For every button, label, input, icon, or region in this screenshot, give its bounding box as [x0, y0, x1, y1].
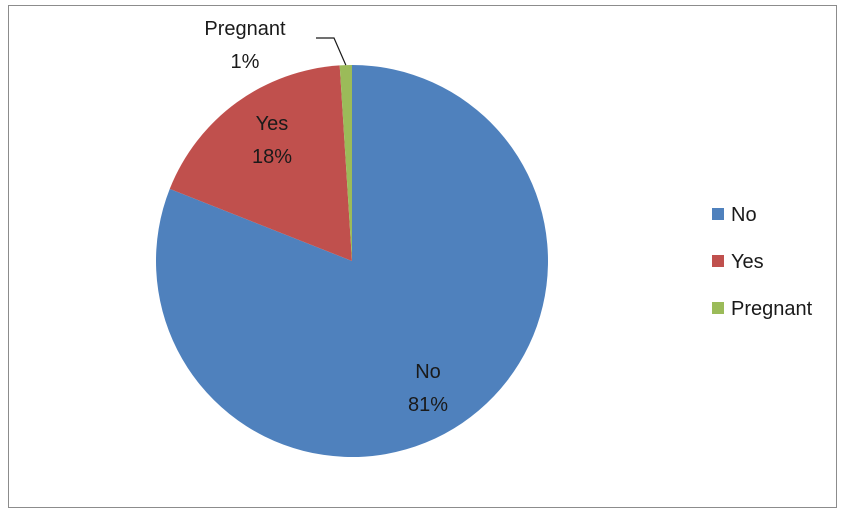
data-label-category-pregnant: Pregnant	[204, 18, 286, 40]
legend: No Yes Pregnant	[712, 204, 813, 320]
data-label-value-pregnant: 1%	[231, 51, 260, 73]
data-label-category-yes: Yes	[256, 113, 289, 135]
data-labels: No 81% Yes 18% Pregnant 1%	[204, 18, 448, 416]
data-label-value-no: 81%	[408, 394, 448, 416]
legend-label-yes: Yes	[731, 251, 764, 273]
legend-swatch-no	[712, 208, 724, 220]
legend-swatch-yes	[712, 255, 724, 267]
legend-label-no: No	[731, 204, 757, 226]
data-label-value-yes: 18%	[252, 146, 292, 168]
data-label-category-no: No	[415, 361, 441, 383]
leader-line-pregnant	[316, 37, 347, 66]
legend-swatch-pregnant	[712, 302, 724, 314]
pie-slice-pregnant	[339, 65, 352, 261]
leader-lines	[316, 37, 347, 66]
pie-slice-yes	[169, 65, 352, 261]
pie-slices	[156, 65, 549, 457]
legend-label-pregnant: Pregnant	[731, 298, 813, 320]
pie-slice-no	[156, 65, 549, 457]
